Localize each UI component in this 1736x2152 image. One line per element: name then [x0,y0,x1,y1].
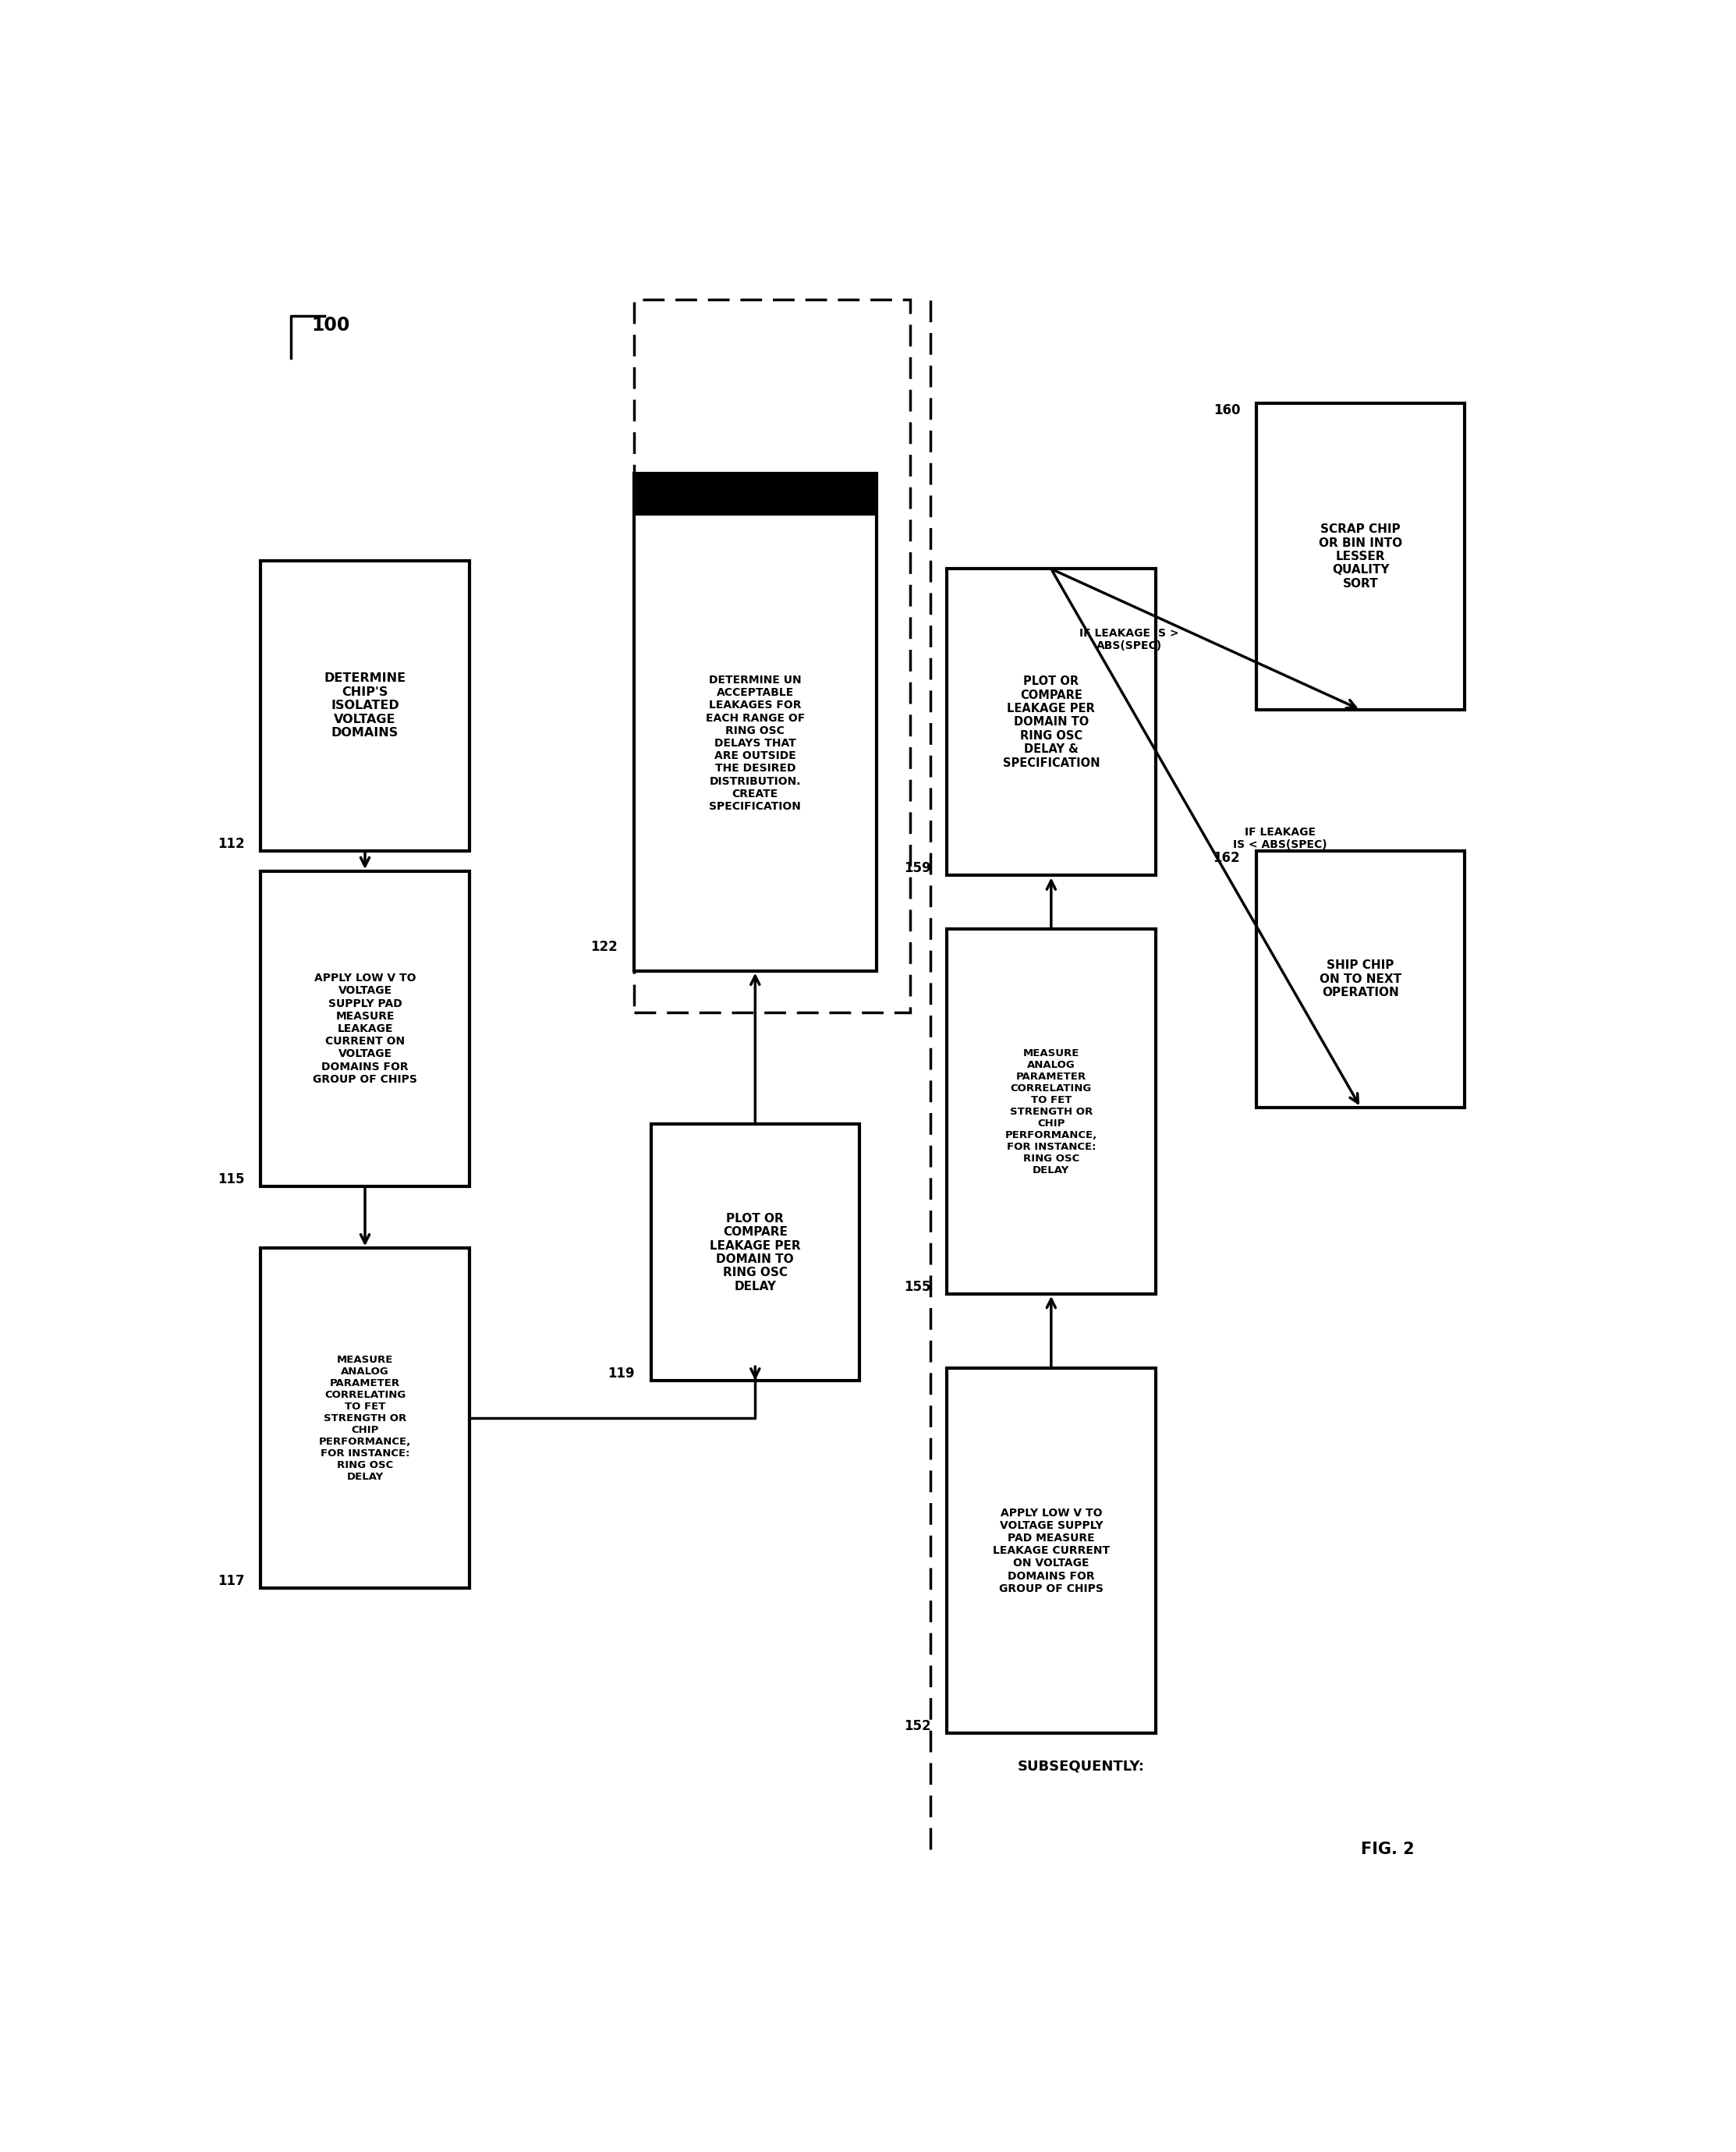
Bar [260,872,469,1186]
Text: 152: 152 [904,1719,930,1732]
Bar [1257,402,1465,710]
Text: 160: 160 [1213,402,1240,417]
Bar [634,473,877,516]
Text: IF LEAKAGE
IS < ABS(SPEC): IF LEAKAGE IS < ABS(SPEC) [1233,826,1326,850]
Bar [260,562,469,850]
Bar [651,1123,859,1382]
Text: SUBSEQUENTLY:: SUBSEQUENTLY: [1017,1758,1144,1773]
Bar [260,1248,469,1588]
Text: APPLY LOW V TO
VOLTAGE
SUPPLY PAD
MEASURE
LEAKAGE
CURRENT ON
VOLTAGE
DOMAINS FOR: APPLY LOW V TO VOLTAGE SUPPLY PAD MEASUR… [312,973,417,1085]
Bar [634,299,910,1011]
Text: PLOT OR
COMPARE
LEAKAGE PER
DOMAIN TO
RING OSC
DELAY &
SPECIFICATION: PLOT OR COMPARE LEAKAGE PER DOMAIN TO RI… [1003,676,1099,768]
Bar [946,568,1156,876]
Text: MEASURE
ANALOG
PARAMETER
CORRELATING
TO FET
STRENGTH OR
CHIP
PERFORMANCE,
FOR IN: MEASURE ANALOG PARAMETER CORRELATING TO … [319,1354,411,1483]
Text: IF LEAKAGE IS >
ABS(SPEC): IF LEAKAGE IS > ABS(SPEC) [1080,628,1179,652]
Text: 162: 162 [1213,850,1240,865]
Text: 117: 117 [217,1573,245,1588]
Text: PLOT OR
COMPARE
LEAKAGE PER
DOMAIN TO
RING OSC
DELAY: PLOT OR COMPARE LEAKAGE PER DOMAIN TO RI… [710,1214,800,1291]
Text: 100: 100 [311,316,349,336]
Bar [946,1369,1156,1732]
Text: 122: 122 [590,940,618,953]
Text: 119: 119 [608,1367,635,1382]
Text: DETERMINE
CHIP'S
ISOLATED
VOLTAGE
DOMAINS: DETERMINE CHIP'S ISOLATED VOLTAGE DOMAIN… [325,674,406,738]
Bar [1257,850,1465,1108]
Text: 159: 159 [904,861,930,876]
Text: SHIP CHIP
ON TO NEXT
OPERATION: SHIP CHIP ON TO NEXT OPERATION [1319,960,1401,999]
Text: 155: 155 [904,1280,930,1293]
Text: FIG. 2: FIG. 2 [1361,1842,1415,1857]
Bar [634,473,877,971]
Text: 115: 115 [217,1173,245,1186]
Bar [946,930,1156,1293]
Text: SCRAP CHIP
OR BIN INTO
LESSER
QUALITY
SORT: SCRAP CHIP OR BIN INTO LESSER QUALITY SO… [1319,523,1403,590]
Text: DETERMINE UN
ACCEPTABLE
LEAKAGES FOR
EACH RANGE OF
RING OSC
DELAYS THAT
ARE OUTS: DETERMINE UN ACCEPTABLE LEAKAGES FOR EAC… [705,676,806,811]
Text: APPLY LOW V TO
VOLTAGE SUPPLY
PAD MEASURE
LEAKAGE CURRENT
ON VOLTAGE
DOMAINS FOR: APPLY LOW V TO VOLTAGE SUPPLY PAD MEASUR… [993,1506,1109,1595]
Text: MEASURE
ANALOG
PARAMETER
CORRELATING
TO FET
STRENGTH OR
CHIP
PERFORMANCE,
FOR IN: MEASURE ANALOG PARAMETER CORRELATING TO … [1005,1048,1097,1175]
Text: 112: 112 [217,837,245,850]
